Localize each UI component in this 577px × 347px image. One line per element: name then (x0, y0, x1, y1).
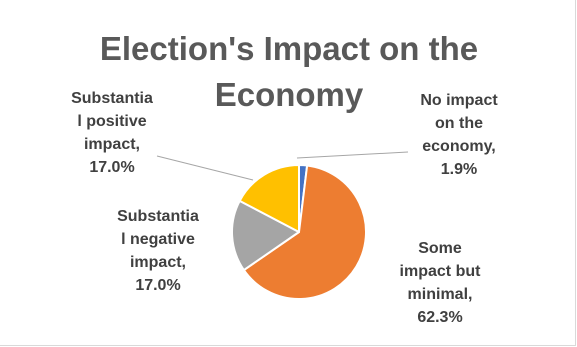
pie-slice-some-impact-minimal (242, 164, 367, 300)
slice-labels: No impact on the economy, 1.9% Some impact bu… (71, 90, 498, 326)
slice-label-line: 62.3% (417, 309, 462, 326)
leader-lines (156, 151, 409, 181)
pie-slice-substantial-negative (231, 199, 300, 272)
slice-label-some-impact-minimal: Some impact but minimal, 62.3% (400, 240, 482, 326)
slice-label-line: 17.0% (135, 277, 180, 294)
slice-label-line: impact, (130, 254, 186, 271)
slice-label-line: impact but (400, 263, 482, 280)
slice-label-substantial-positive: Substantia l positive impact, 17.0% (71, 90, 153, 176)
slice-label-line: No impact (420, 92, 498, 109)
slice-label-line: impact, (84, 136, 140, 153)
slice-label-line: on the (435, 115, 483, 132)
pie-slices (231, 164, 367, 300)
slice-label-line: 1.9% (441, 161, 477, 178)
slice-label-line: l positive (77, 113, 146, 130)
chart-title: Election's Impact on the Economy (100, 30, 478, 113)
slice-label-line: 17.0% (89, 159, 134, 176)
slice-label-substantial-negative: Substantia l negative impact, 17.0% (117, 208, 199, 294)
slice-label-line: Some (418, 240, 462, 257)
slice-label-line: economy, (422, 138, 496, 155)
slice-label-line: l negative (121, 231, 195, 248)
chart-title-line-1: Election's Impact on the (100, 30, 478, 67)
slice-label-line: Substantia (117, 208, 199, 225)
leader-line-substantial-positive (156, 155, 254, 181)
leader-line-no-impact (296, 151, 409, 159)
chart-title-line-2: Economy (215, 76, 364, 113)
pie-slice-substantial-positive (238, 164, 300, 233)
slice-label-line: minimal, (408, 286, 473, 303)
slice-label-line: Substantia (71, 90, 153, 107)
slice-label-no-impact: No impact on the economy, 1.9% (420, 92, 498, 178)
